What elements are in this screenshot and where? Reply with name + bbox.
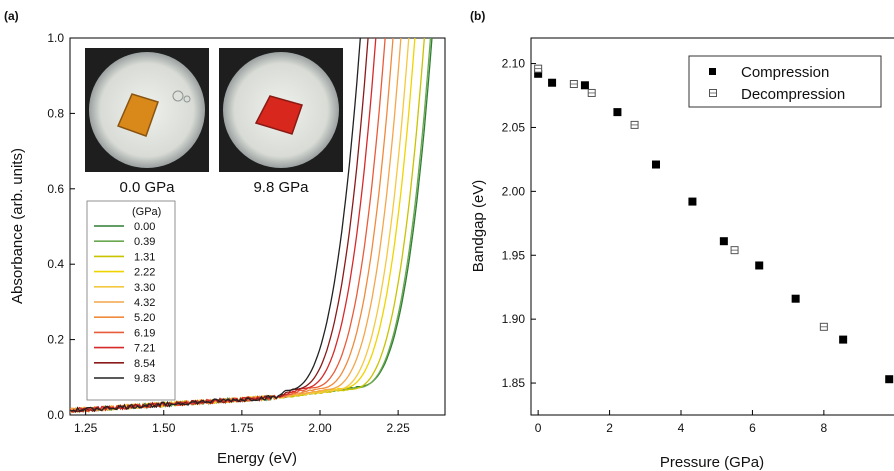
panel-a-ticks: 1.25 1.50 1.75 2.00 2.25 0.0 0.2 0.4 0.6 0.8 1.0 xyxy=(47,31,410,435)
inset-label-9-8gpa: 9.8 GPa xyxy=(253,179,309,196)
panel-b-x-tick-label: 6 xyxy=(749,421,756,435)
panel-b-y-tick-label: 1.85 xyxy=(502,376,526,390)
panel-a-x-tick-label: 1.25 xyxy=(74,421,98,435)
panel-b-x-axis-label: Pressure (GPa) xyxy=(660,454,764,471)
panel-b-y-tick-label: 2.00 xyxy=(502,184,526,198)
panel-b-frame xyxy=(530,37,894,416)
panel-b-x-tick-label: 2 xyxy=(606,421,613,435)
legend-label-6-19: 6.19 xyxy=(134,327,155,339)
legend-label-7-21: 7.21 xyxy=(134,343,155,355)
panel-label-b: (b) xyxy=(470,9,485,23)
inset-image-0gpa xyxy=(85,48,209,172)
panel-b-x-tick-label: 4 xyxy=(678,421,685,435)
panel-a-absorbance-chart: 1.25 1.50 1.75 2.00 2.25 0.0 0.2 0.4 0.6 0.8 1.0 0… xyxy=(9,31,446,467)
legend-label-9-83: 9.83 xyxy=(134,373,155,385)
legend-marker-compression xyxy=(709,68,716,75)
panel-a-x-tick-label: 1.75 xyxy=(230,421,254,435)
legend-label-1-31: 1.31 xyxy=(134,251,155,263)
inset-label-0gpa: 0.0 GPa xyxy=(119,179,175,196)
legend-label-compression: Compression xyxy=(741,64,829,81)
absorbance-curve-8-54 xyxy=(70,38,369,413)
panel-a-x-tick-label: 2.00 xyxy=(308,421,332,435)
legend-label-2-22: 2.22 xyxy=(134,267,155,279)
legend-title: (GPa) xyxy=(132,206,161,218)
inset-image-9-8gpa xyxy=(219,48,343,172)
panel-a-y-axis-label: Absorbance (arb. units) xyxy=(9,148,26,304)
absorbance-curve-9-83 xyxy=(70,38,361,414)
legend-label-3-30: 3.30 xyxy=(134,282,155,294)
panel-b-y-tick-label: 2.10 xyxy=(502,57,526,71)
compression-point xyxy=(613,108,622,117)
compression-point xyxy=(885,375,894,384)
panel-label-a: (a) xyxy=(4,9,19,23)
panel-b-points xyxy=(534,64,894,384)
panel-a-y-tick-label: 0.0 xyxy=(47,408,64,422)
panel-b-y-tick-label: 1.90 xyxy=(502,312,526,326)
panel-a-legend: (GPa) 0.00 0.39 1.31 2.22 3.30 4.32 5.20 6.19 7.… xyxy=(86,200,176,401)
panel-a-y-tick-label: 1.0 xyxy=(47,31,64,45)
panel-b-x-tick-label: 0 xyxy=(535,421,542,435)
panel-a-y-tick-label: 0.2 xyxy=(47,333,64,347)
compression-point xyxy=(839,335,848,344)
compression-point xyxy=(534,69,543,78)
panel-a-x-tick-label: 1.50 xyxy=(152,421,176,435)
legend-label-0-00: 0.00 xyxy=(134,221,155,233)
legend-label-5-20: 5.20 xyxy=(134,312,155,324)
compression-point xyxy=(791,294,800,303)
panel-b-ticks: 0 2 4 6 8 1.85 1.90 1.95 2.00 2.05 2.10 xyxy=(502,57,828,435)
panel-a-y-tick-label: 0.8 xyxy=(47,106,64,120)
panel-a-frame xyxy=(69,37,446,416)
panel-a-y-tick-label: 0.4 xyxy=(47,257,64,271)
panel-b-y-tick-label: 2.05 xyxy=(502,120,526,134)
compression-point xyxy=(580,81,589,90)
panel-a-x-tick-label: 2.25 xyxy=(386,421,410,435)
compression-point xyxy=(548,78,557,87)
panel-b-bandgap-chart: 0 2 4 6 8 1.85 1.90 1.95 2.00 2.05 2.10 Compressio… xyxy=(470,37,894,471)
compression-point xyxy=(719,237,728,246)
panel-b-y-axis-label: Bandgap (eV) xyxy=(470,180,487,273)
compression-point xyxy=(755,261,764,270)
panel-b-legend: Compression Decompression xyxy=(688,55,882,108)
legend-label-decompression: Decompression xyxy=(741,86,845,103)
legend-label-8-54: 8.54 xyxy=(134,358,155,370)
panel-a-y-tick-label: 0.6 xyxy=(47,182,64,196)
panel-a-curves xyxy=(70,38,433,414)
compression-point xyxy=(688,197,697,206)
panel-b-x-tick-label: 8 xyxy=(821,421,828,435)
legend-label-0-39: 0.39 xyxy=(134,236,155,248)
panel-a-x-axis-label: Energy (eV) xyxy=(217,450,297,467)
compression-point xyxy=(652,160,660,169)
legend-label-4-32: 4.32 xyxy=(134,297,155,309)
panel-b-y-tick-label: 1.95 xyxy=(502,248,526,262)
